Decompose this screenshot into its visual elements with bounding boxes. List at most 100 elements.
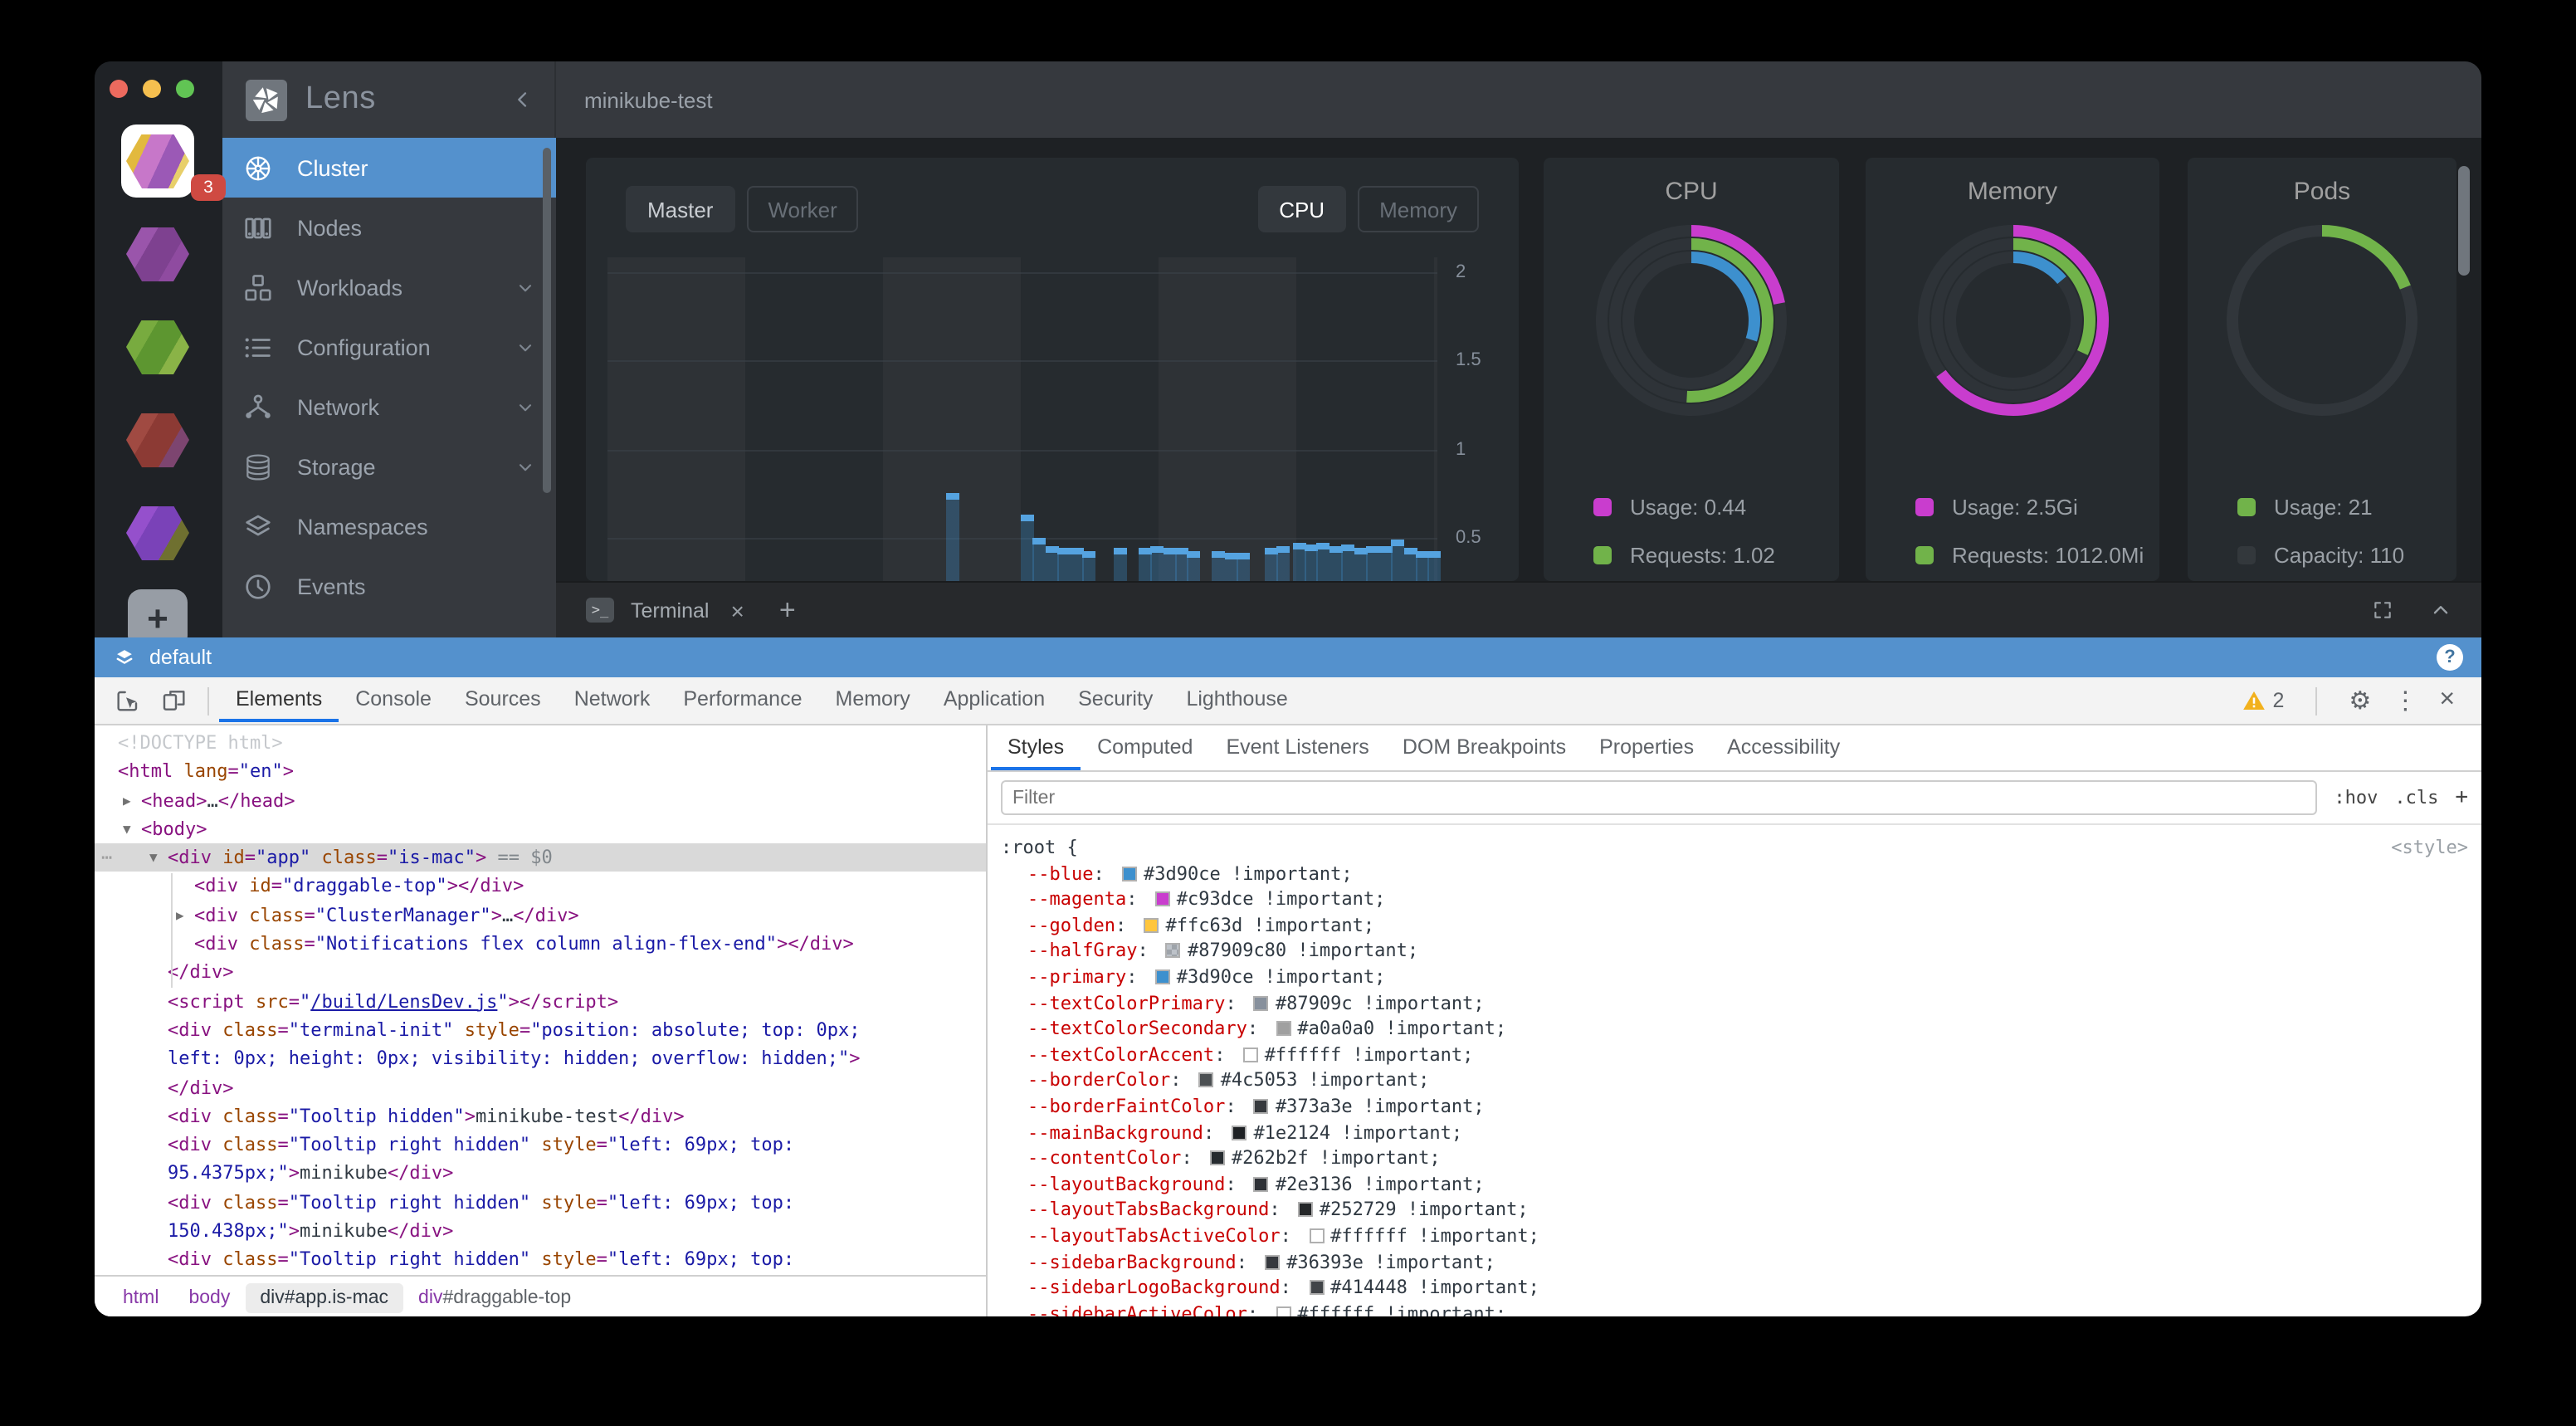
cluster-item[interactable] [121, 217, 194, 291]
tab-styles[interactable]: Styles [991, 725, 1081, 770]
tab-memory[interactable]: Memory [835, 686, 910, 710]
dom-tree[interactable]: <!DOCTYPE html> <html lang="en"> ▶ <head>…<… [95, 725, 986, 1275]
pseudo-state-toggle[interactable]: :hov [2334, 787, 2378, 808]
color-swatch[interactable] [1242, 1047, 1258, 1062]
dom-node[interactable]: left: 0px; height: 0px; visibility: hidd… [168, 1048, 861, 1070]
css-selector[interactable]: :root { [1001, 837, 1078, 858]
dom-node[interactable]: <div class="terminal-init" style="positi… [168, 1018, 861, 1041]
color-swatch[interactable] [1198, 1072, 1214, 1088]
color-swatch[interactable] [1154, 969, 1170, 984]
minimize-window-button[interactable] [143, 80, 161, 98]
namespace-selector[interactable]: default [149, 646, 212, 669]
node-toggle-master[interactable]: Master [626, 186, 735, 232]
css-property[interactable]: --sidebarBackground: #36393e !important; [1027, 1251, 1495, 1272]
sidebar-item-events[interactable]: Events [222, 556, 556, 616]
tab-lighthouse[interactable]: Lighthouse [1186, 686, 1288, 710]
sidebar-item-configuration[interactable]: Configuration [222, 317, 556, 377]
terminal-tab[interactable]: Terminal [631, 598, 710, 622]
terminal-add-icon[interactable]: + [778, 593, 796, 625]
stylesheet-link[interactable]: <style> [2391, 837, 2468, 858]
chevron-down-icon[interactable] [515, 276, 536, 298]
breadcrumb-item[interactable]: body [188, 1287, 231, 1308]
dom-node[interactable]: <div class="Tooltip right hidden" style=… [168, 1134, 795, 1156]
css-property[interactable]: --textColorAccent: #ffffff !important; [1027, 1043, 1474, 1066]
color-swatch[interactable] [1309, 1228, 1325, 1243]
terminal-collapse-icon[interactable] [2430, 599, 2452, 621]
devtools-menu-icon[interactable]: ⋮ [2393, 686, 2418, 715]
color-swatch[interactable] [1253, 1098, 1269, 1114]
dom-node[interactable]: <div class="Tooltip right hidden" style=… [168, 1191, 795, 1214]
styles-filter-input[interactable] [1001, 780, 2318, 815]
sidebar-collapse-icon[interactable] [511, 88, 534, 111]
sidebar-item-nodes[interactable]: Nodes [222, 198, 556, 257]
color-swatch[interactable] [1154, 891, 1170, 907]
expand-arrow-icon[interactable]: ▶ [123, 793, 131, 808]
tab-application[interactable]: Application [943, 686, 1046, 710]
close-window-button[interactable] [110, 80, 128, 98]
css-property[interactable]: --layoutTabsActiveColor: #ffffff !import… [1027, 1224, 1539, 1247]
sidebar-item-storage[interactable]: Storage [222, 437, 556, 496]
css-property[interactable]: --layoutTabsBackground: #252729 !importa… [1027, 1199, 1529, 1221]
main-scrollbar[interactable] [2458, 166, 2470, 276]
breadcrumb-item[interactable]: div#draggable-top [418, 1287, 572, 1308]
chevron-down-icon[interactable] [515, 336, 536, 358]
color-swatch[interactable] [1265, 1254, 1281, 1269]
css-property[interactable]: --primary: #3d90ce !important; [1027, 965, 1386, 988]
tab-dom-breakpoints[interactable]: DOM Breakpoints [1402, 735, 1567, 758]
dom-node[interactable]: <div class="Notifications flex column al… [194, 933, 854, 955]
css-property[interactable]: --textColorPrimary: #87909c !important; [1027, 992, 1485, 1014]
color-swatch[interactable] [1297, 1202, 1313, 1218]
cluster-item-active[interactable]: 3 [121, 125, 226, 201]
dom-node[interactable]: <!DOCTYPE html> [118, 732, 283, 754]
color-swatch[interactable] [1276, 1021, 1291, 1037]
css-property[interactable]: --textColorSecondary: #a0a0a0 !important… [1027, 1018, 1507, 1040]
chevron-down-icon[interactable] [515, 396, 536, 418]
css-property[interactable]: --sidebarActiveColor: #ffffff !important… [1001, 1301, 2468, 1316]
tab-sources[interactable]: Sources [464, 686, 541, 710]
tab-network[interactable]: Network [573, 686, 651, 710]
css-property[interactable]: --mainBackground: #1e2124 !important; [1027, 1121, 1463, 1144]
inspect-element-icon[interactable] [115, 687, 141, 714]
dom-node[interactable]: </div> [168, 1077, 234, 1099]
metric-toggle-cpu[interactable]: CPU [1257, 186, 1347, 232]
console-warnings-button[interactable]: 2 [2243, 689, 2284, 712]
tab-security[interactable]: Security [1078, 686, 1154, 710]
cluster-item[interactable] [121, 403, 194, 476]
terminal-expand-icon[interactable] [2372, 599, 2393, 621]
css-property[interactable]: --contentColor: #262b2f !important; [1027, 1147, 1441, 1170]
css-property[interactable]: --halfGray: #87909c80 !important; [1027, 940, 1419, 962]
css-rules[interactable]: :root { <style> --blue: #3d90ce !importa… [988, 825, 2481, 1316]
terminal-close-icon[interactable]: × [730, 597, 744, 623]
new-style-rule-button[interactable]: + [2455, 785, 2468, 810]
breadcrumb-item[interactable]: html [123, 1287, 159, 1308]
tab-performance[interactable]: Performance [683, 686, 803, 710]
namespace-bar[interactable]: default ? [95, 637, 2481, 677]
zoom-window-button[interactable] [176, 80, 194, 98]
color-swatch[interactable] [1209, 1150, 1225, 1166]
css-property[interactable]: --layoutBackground: #2e3136 !important; [1027, 1173, 1485, 1195]
dom-node-selected[interactable]: ⋯ ▼ <div id="app" class="is-mac"> == $0 [95, 843, 986, 872]
collapse-arrow-icon[interactable]: ▼ [149, 850, 158, 866]
dom-node[interactable]: ▶ <div class="ClusterManager">…</div> [95, 901, 986, 930]
element-classes-toggle[interactable]: .cls [2394, 787, 2439, 808]
help-button[interactable]: ? [2437, 644, 2463, 671]
css-property[interactable]: --borderColor: #4c5053 !important; [1027, 1069, 1430, 1091]
sidebar-item-network[interactable]: Network [222, 377, 556, 437]
dom-node[interactable]: 150.438px;">minikube</div> [168, 1220, 454, 1243]
css-property[interactable]: --blue: #3d90ce !important; [1027, 862, 1353, 885]
breadcrumb-item[interactable]: div#app.is-mac [245, 1282, 404, 1313]
dom-node[interactable]: ▶ <head>…</head> [95, 786, 986, 815]
sidebar-item-namespaces[interactable]: Namespaces [222, 496, 556, 556]
collapse-arrow-icon[interactable]: ▼ [123, 821, 131, 837]
tab-computed[interactable]: Computed [1097, 735, 1193, 758]
tab-elements[interactable]: Elements [219, 677, 339, 722]
dom-node[interactable]: <div class="Tooltip right hidden" style=… [168, 1248, 795, 1271]
metric-toggle-memory[interactable]: Memory [1358, 186, 1479, 232]
dom-node[interactable]: 205.438px;">minikube-test</div> [95, 1274, 986, 1275]
sidebar-item-cluster[interactable]: Cluster [222, 138, 556, 198]
sidebar-item-workloads[interactable]: Workloads [222, 257, 556, 317]
color-swatch[interactable] [1276, 1306, 1291, 1316]
node-toggle-worker[interactable]: Worker [746, 186, 859, 232]
devtools-settings-icon[interactable]: ⚙ [2349, 686, 2372, 715]
dom-node[interactable]: <div class="Tooltip hidden">minikube-tes… [168, 1105, 685, 1127]
